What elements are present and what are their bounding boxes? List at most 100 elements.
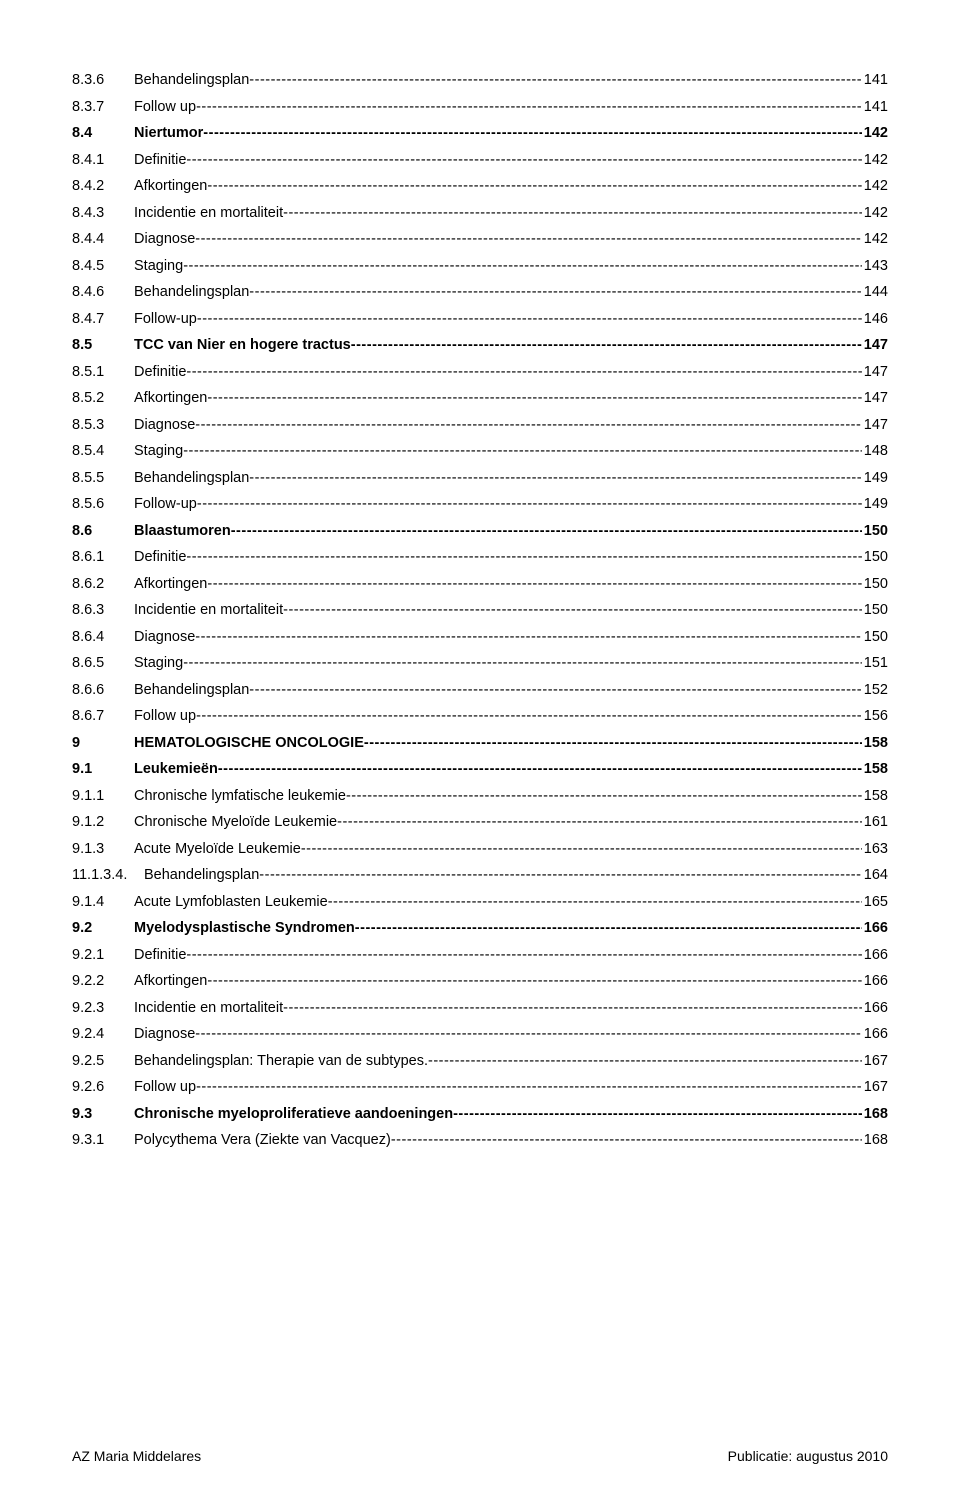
toc-leader: [195, 417, 862, 433]
toc-label: Blaastumoren: [134, 523, 231, 539]
toc-label: Follow up: [134, 99, 196, 115]
toc-page: 150: [862, 523, 888, 539]
toc-row: 8.5.3Diagnose 147: [72, 417, 888, 433]
toc-number: 9.1.4: [72, 894, 134, 910]
toc-page: 158: [862, 735, 888, 751]
toc-leader: [283, 205, 862, 221]
toc-page: 142: [862, 178, 888, 194]
toc-row: 9.1Leukemieën158: [72, 761, 888, 777]
toc-page: 142: [862, 231, 888, 247]
toc-label: Behandelingsplan: [134, 72, 249, 88]
toc-number: 8.6.7: [72, 708, 134, 724]
toc-leader: [207, 576, 861, 592]
toc-number: 8.5.5: [72, 470, 134, 486]
toc-page: 147: [862, 337, 888, 353]
toc-row: 8.6.5Staging151: [72, 655, 888, 671]
toc-leader: [207, 178, 861, 194]
toc-label: TCC van Nier en hogere tractus: [134, 337, 351, 353]
toc-leader: [453, 1106, 862, 1122]
toc-page: 142: [862, 205, 888, 221]
toc-page: 149: [862, 496, 888, 512]
toc-number: 8.4.2: [72, 178, 134, 194]
toc-leader: [364, 735, 862, 751]
toc-label: Definitie: [134, 152, 186, 168]
toc-label: Afkortingen: [134, 973, 207, 989]
toc-page: 165: [862, 894, 888, 910]
toc-row: 9.2.1Definitie166: [72, 947, 888, 963]
toc-label: Diagnose: [134, 231, 195, 247]
toc-row: 9.1.1Chronische lymfatische leukemie158: [72, 788, 888, 804]
toc-row: 11.1.3.4.Behandelingsplan164: [72, 867, 888, 883]
toc-number: 8.4.6: [72, 284, 134, 300]
toc-number: 8.3.7: [72, 99, 134, 115]
toc-leader: [283, 602, 862, 618]
toc-leader: [346, 788, 862, 804]
toc-label: Chronische myeloproliferatieve aandoenin…: [134, 1106, 453, 1122]
toc-row: 9.2.6Follow up167: [72, 1079, 888, 1095]
toc-leader: [186, 947, 861, 963]
toc-number: 8.4.4: [72, 231, 134, 247]
toc-number: 8.4: [72, 125, 134, 141]
toc-number: 8.4.7: [72, 311, 134, 327]
toc-leader: [195, 629, 862, 645]
toc-row: 8.5.1Definitie147: [72, 364, 888, 380]
toc-row: 8.5.4Staging148: [72, 443, 888, 459]
toc-row: 8.6Blaastumoren150: [72, 523, 888, 539]
toc-leader: [203, 125, 862, 141]
toc-number: 9.2.3: [72, 1000, 134, 1016]
toc-row: 8.4.6Behandelingsplan144: [72, 284, 888, 300]
toc-label: Follow up: [134, 708, 196, 724]
toc-page: 147: [862, 417, 888, 433]
toc-number: 8.6.5: [72, 655, 134, 671]
toc-label: Myelodysplastische Syndromen: [134, 920, 355, 936]
toc-number: 9.2.6: [72, 1079, 134, 1095]
toc-row: 8.4Niertumor142: [72, 125, 888, 141]
toc-number: 9.1.2: [72, 814, 134, 830]
toc-label: Diagnose: [134, 417, 195, 433]
toc-row: 8.5.6Follow-up149: [72, 496, 888, 512]
toc-label: Diagnose: [134, 629, 195, 645]
toc-number: 11.1.3.4.: [72, 867, 144, 883]
toc-page: 166: [862, 973, 888, 989]
toc-label: Definitie: [134, 364, 186, 380]
toc-number: 8.5.2: [72, 390, 134, 406]
toc-leader: [186, 364, 861, 380]
toc-number: 8.5.3: [72, 417, 134, 433]
toc-label: Definitie: [134, 947, 186, 963]
toc-row: 9.1.4Acute Lymfoblasten Leukemie 165: [72, 894, 888, 910]
toc-row: 9.3Chronische myeloproliferatieve aandoe…: [72, 1106, 888, 1122]
toc-row: 8.5.2Afkortingen147: [72, 390, 888, 406]
toc-label: Incidentie en mortaliteit: [134, 1000, 283, 1016]
toc-number: 8.4.1: [72, 152, 134, 168]
toc-leader: [249, 284, 862, 300]
toc-row: 9.1.3Acute Myeloïde Leukemie163: [72, 841, 888, 857]
toc-number: 9.3: [72, 1106, 134, 1122]
toc-page: 161: [862, 814, 888, 830]
toc-number: 8.6.3: [72, 602, 134, 618]
toc-label: Afkortingen: [134, 178, 207, 194]
toc-leader: [428, 1053, 862, 1069]
toc-label: Staging: [134, 655, 183, 671]
toc-page: 150: [862, 602, 888, 618]
toc-number: 9.2.1: [72, 947, 134, 963]
toc-leader: [337, 814, 862, 830]
toc-number: 9.3.1: [72, 1132, 134, 1148]
toc-page: 144: [862, 284, 888, 300]
toc-leader: [231, 523, 862, 539]
toc-page: 143: [862, 258, 888, 274]
toc-leader: [249, 470, 862, 486]
toc-leader: [196, 99, 862, 115]
toc-page: 167: [862, 1053, 888, 1069]
toc-number: 8.5.6: [72, 496, 134, 512]
toc-page: 156: [862, 708, 888, 724]
toc-number: 9.2: [72, 920, 134, 936]
toc-row: 8.6.1Definitie150: [72, 549, 888, 565]
toc-label: Afkortingen: [134, 390, 207, 406]
toc-label: Acute Lymfoblasten Leukemie: [134, 894, 328, 910]
toc-label: Diagnose: [134, 1026, 195, 1042]
toc-number: 8.5.1: [72, 364, 134, 380]
toc-row: 9.2Myelodysplastische Syndromen166: [72, 920, 888, 936]
toc-row: 8.3.6Behandelingsplan141: [72, 72, 888, 88]
toc-row: 9.1.2Chronische Myeloïde Leukemie161: [72, 814, 888, 830]
toc-number: 8.5: [72, 337, 134, 353]
